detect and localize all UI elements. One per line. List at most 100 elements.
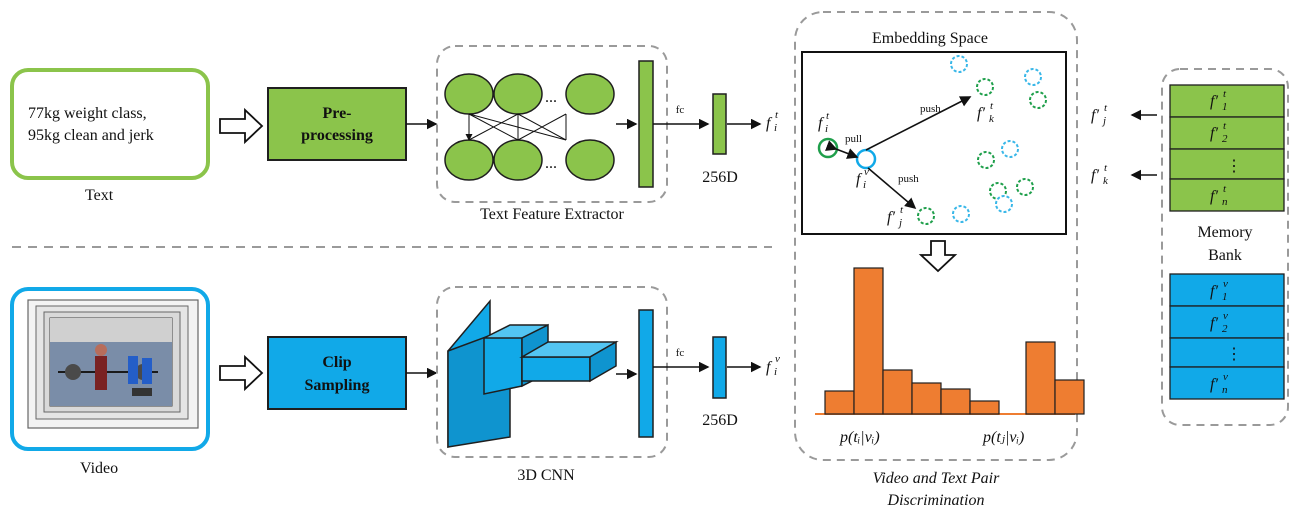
outer-fprimej-subscript: j bbox=[1101, 115, 1106, 127]
vtd-label-line1: Video and Text Pair bbox=[873, 470, 1000, 487]
mem-video-slot-1 bbox=[1169, 273, 1285, 307]
mem-video-label-n-subscript: n bbox=[1222, 384, 1228, 396]
embedding-fprime-j-label: f′ t j bbox=[887, 204, 904, 229]
push-label-bottom: push bbox=[898, 173, 919, 185]
embed-fprimej-superscript: t bbox=[900, 204, 904, 216]
video-text-discrimination-box bbox=[794, 11, 1078, 461]
video-feature-vector bbox=[638, 309, 654, 438]
chart-bar bbox=[882, 369, 913, 415]
mem-text-slot-n bbox=[1169, 178, 1285, 212]
cnn-label: 3D CNN bbox=[517, 467, 575, 484]
text-input-card: 77kg weight class, 95kg clean and jerk bbox=[10, 68, 210, 180]
nn-node-top-2 bbox=[493, 73, 543, 115]
mem-text-dots: ⋮ bbox=[1226, 158, 1242, 175]
text-example-line1: 77kg weight class, bbox=[28, 105, 147, 122]
embed-fprimek-subscript: k bbox=[989, 113, 995, 125]
embed-fit-main: f bbox=[818, 115, 825, 132]
preprocessing-label-line1: Pre- bbox=[322, 105, 351, 122]
preprocessing-box: Pre- processing bbox=[267, 87, 407, 161]
video-section-label: Video bbox=[80, 460, 118, 477]
nn-ellipsis-top: ... bbox=[545, 89, 557, 106]
embed-fprimek-superscript: t bbox=[990, 100, 994, 112]
mem-text-label-2-main: f′ bbox=[1210, 125, 1218, 142]
outer-fprimek-main: f′ bbox=[1091, 167, 1099, 184]
text-embedding-256d bbox=[712, 93, 727, 155]
mem-video-label-2-main: f′ bbox=[1210, 315, 1218, 332]
cnn-3d-blocks bbox=[447, 298, 619, 449]
video-input-card bbox=[10, 287, 210, 451]
mem-text-slot-2 bbox=[1169, 116, 1285, 150]
video-dim-label: 256D bbox=[702, 412, 738, 429]
embedding-point bbox=[950, 55, 968, 73]
embed-fiv-superscript: v bbox=[864, 166, 869, 178]
embed-fiv-main: f bbox=[856, 171, 863, 188]
nn-edge bbox=[468, 113, 519, 141]
f-i-v-subscript: i bbox=[774, 366, 777, 378]
f-i-t-main: f bbox=[766, 115, 773, 132]
mem-text-label-n-subscript: n bbox=[1222, 196, 1228, 208]
prob-left-label: p(tᵢ|vᵢ) bbox=[839, 429, 880, 446]
fc-label-bottom: fc bbox=[676, 347, 685, 359]
outer-fprimej-main: f′ bbox=[1091, 107, 1099, 124]
mem-text-label-1-main: f′ bbox=[1210, 93, 1218, 110]
mem-video-label-2-subscript: 2 bbox=[1222, 323, 1228, 335]
nn-node-bottom-1 bbox=[444, 139, 494, 181]
push-edge-top bbox=[865, 96, 972, 151]
embed-fprimej-main: f′ bbox=[887, 209, 895, 226]
clip-sampling-label-line1: Clip bbox=[322, 354, 351, 371]
text-section-label: Text bbox=[85, 187, 114, 204]
mem-video-label-1-subscript: 1 bbox=[1222, 291, 1228, 303]
f-i-t-label: f t i bbox=[766, 109, 779, 134]
mem-text-label-2-subscript: 2 bbox=[1222, 133, 1228, 145]
memory-bank-video-stack: f′ v 1 f′ v 2 ⋮ f′ v n bbox=[1169, 273, 1285, 400]
mem-text-label-2-superscript: t bbox=[1223, 120, 1227, 132]
mem-video-slot-n bbox=[1169, 366, 1285, 400]
mem-text-slot-1 bbox=[1169, 84, 1285, 118]
embed-fprimej-subscript: j bbox=[897, 217, 902, 229]
text-feature-extractor-label: Text Feature Extractor bbox=[480, 206, 624, 223]
probability-chart: ... p(tᵢ|vᵢ) p(tⱼ|vᵢ) bbox=[815, 267, 1085, 446]
f-i-v-superscript: v bbox=[775, 353, 780, 365]
embedding-space-title: Embedding Space bbox=[872, 30, 988, 47]
memory-bank-label-line1: Memory bbox=[1197, 224, 1252, 241]
nn-node-bottom-3 bbox=[565, 139, 615, 181]
f-i-v-label: f v i bbox=[766, 353, 780, 378]
hollow-arrow-bottom bbox=[219, 354, 264, 392]
embedding-point bbox=[995, 195, 1013, 213]
mem-text-label-n-main: f′ bbox=[1210, 188, 1218, 205]
outer-fprimej-superscript: t bbox=[1104, 102, 1108, 114]
push-label-top: push bbox=[920, 103, 941, 115]
embedding-point bbox=[1001, 140, 1019, 158]
nn-node-top-3 bbox=[565, 73, 615, 115]
embedding-point bbox=[1024, 68, 1042, 86]
f-i-t-subscript: i bbox=[774, 122, 777, 134]
text-dim-label: 256D bbox=[702, 169, 738, 186]
embedding-dashed-points bbox=[917, 55, 1047, 225]
embedding-fit-label: f t i bbox=[818, 110, 830, 135]
embedding-point bbox=[976, 78, 994, 96]
chart-bar bbox=[940, 388, 971, 415]
embedding-point bbox=[917, 207, 935, 225]
mem-video-label-1-superscript: v bbox=[1223, 278, 1228, 290]
outer-fprimek-superscript: t bbox=[1104, 162, 1108, 174]
cnn-3d-box bbox=[436, 286, 668, 458]
chart-bar bbox=[853, 267, 884, 415]
embed-fprimek-main: f′ bbox=[977, 105, 985, 122]
prob-right-label: p(tⱼ|vᵢ) bbox=[982, 429, 1024, 446]
embedding-point bbox=[1029, 91, 1047, 109]
embedding-fprime-k-label: f′ t k bbox=[977, 100, 995, 125]
f-i-t-superscript: t bbox=[775, 109, 779, 121]
clip-sampling-label-line2: Sampling bbox=[305, 377, 370, 394]
mem-text-label-1-subscript: 1 bbox=[1222, 101, 1228, 113]
outer-fprime-k-label: f′ t k bbox=[1091, 162, 1109, 187]
chart-bar bbox=[1025, 341, 1056, 415]
pull-label: pull bbox=[845, 133, 862, 145]
preprocessing-label-line2: processing bbox=[301, 127, 373, 144]
f-i-v-main: f bbox=[766, 359, 773, 376]
nn-ellipsis-bottom: ... bbox=[545, 155, 557, 172]
hollow-arrow-top bbox=[219, 107, 264, 145]
memory-bank-text-stack: f′ t 1 f′ t 2 ⋮ f′ t n bbox=[1169, 84, 1285, 212]
mem-text-label-n-superscript: t bbox=[1223, 183, 1227, 195]
text-feature-vector bbox=[638, 60, 654, 188]
embedding-fiv-label: f v i bbox=[856, 166, 869, 191]
